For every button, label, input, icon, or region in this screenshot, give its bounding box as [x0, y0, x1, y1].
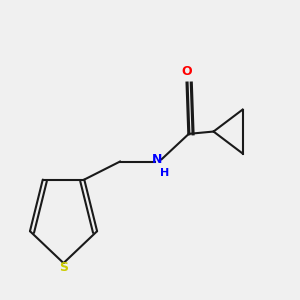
Text: N: N [152, 153, 162, 166]
Text: S: S [59, 261, 68, 274]
Text: H: H [160, 168, 170, 178]
Text: O: O [182, 65, 192, 78]
